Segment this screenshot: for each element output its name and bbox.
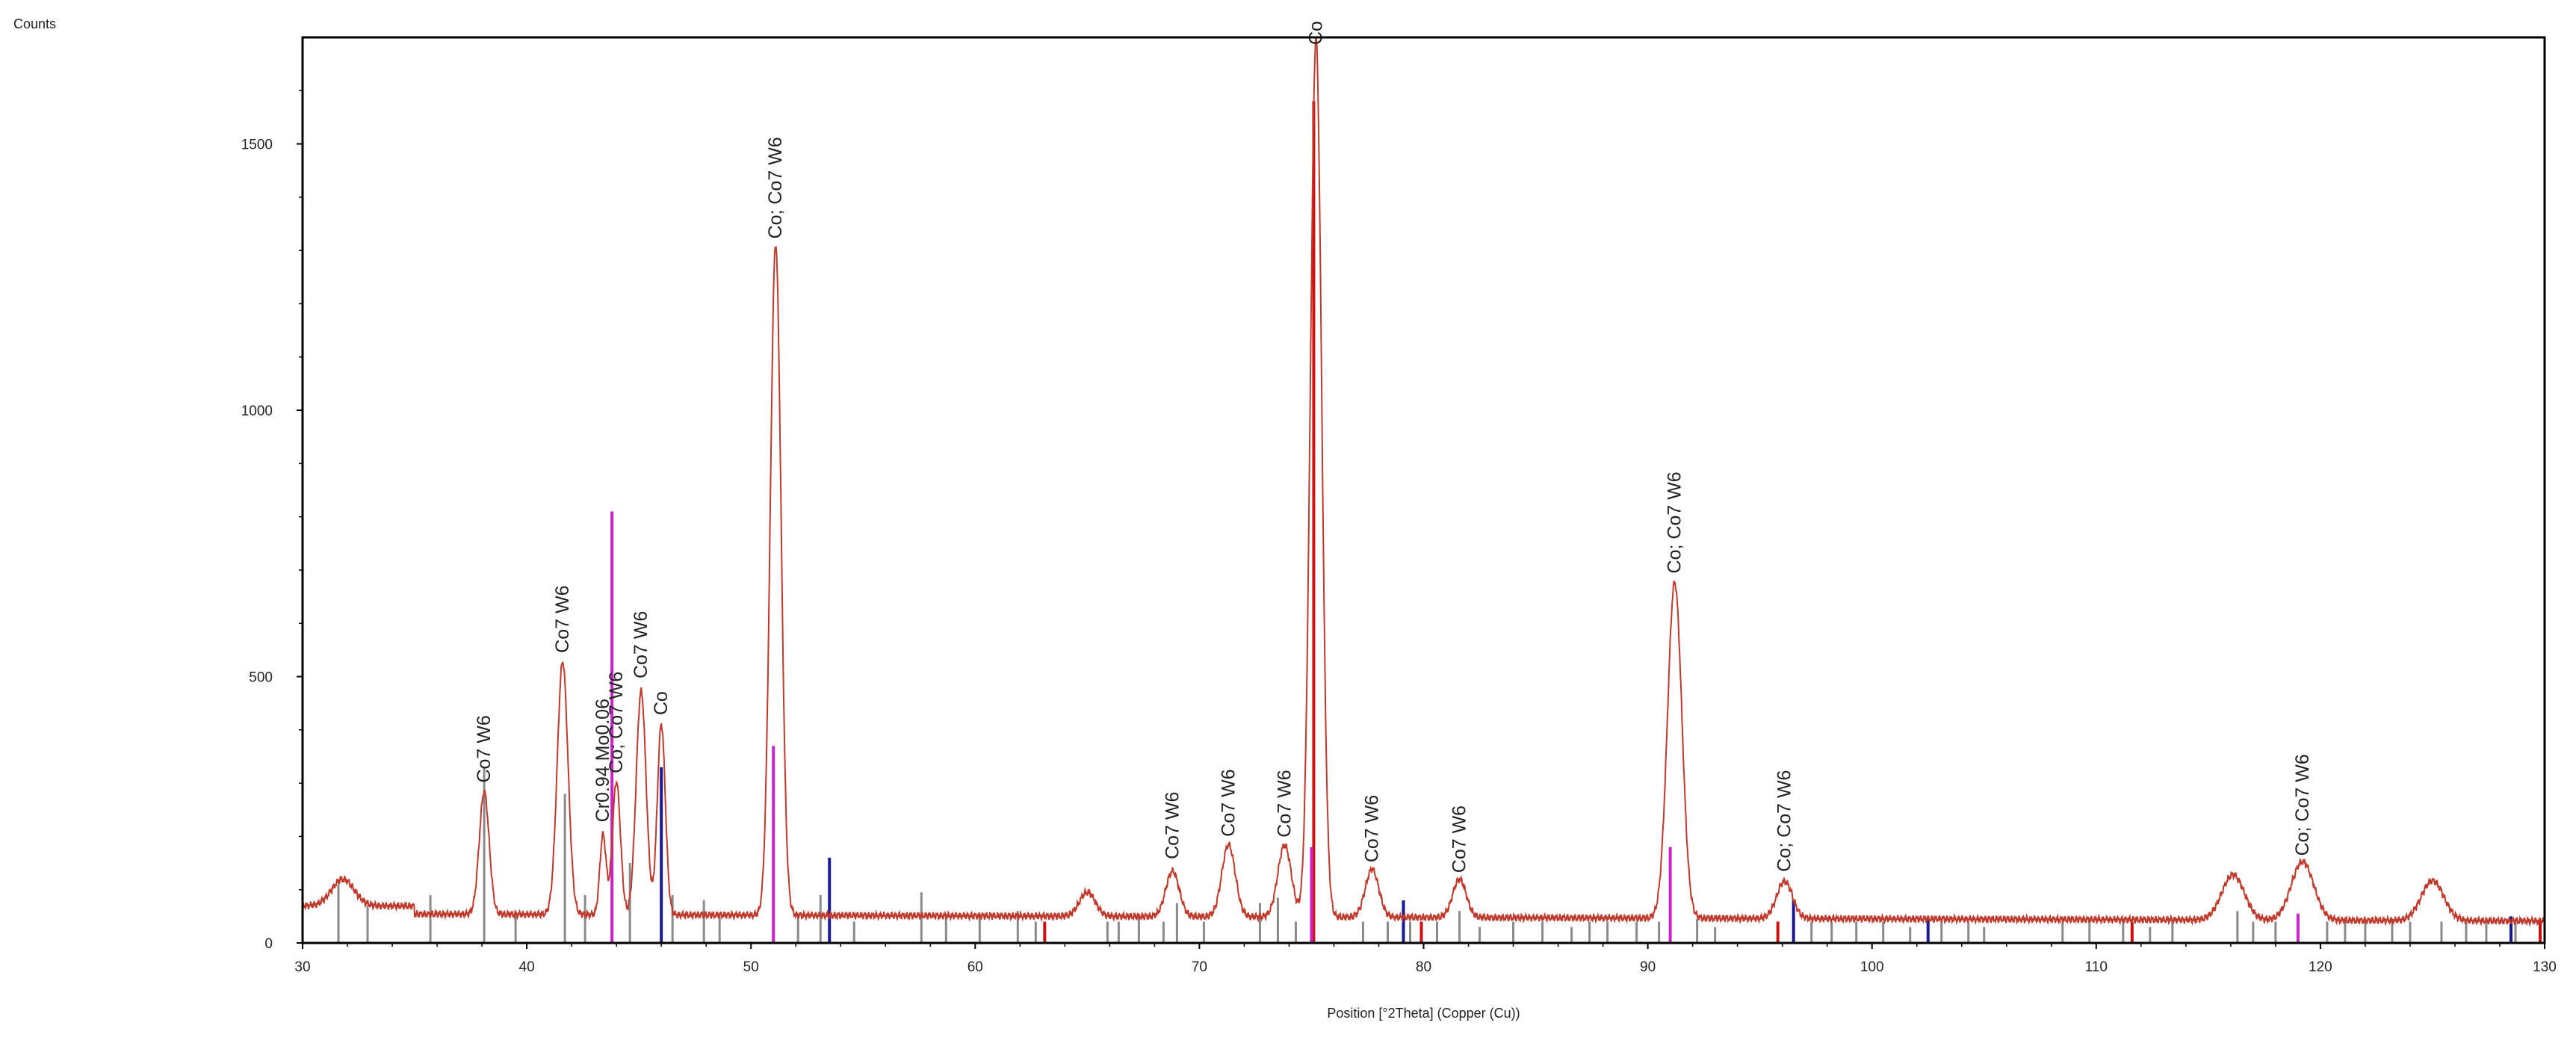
x-tick-label: 120 — [2309, 959, 2332, 975]
peak-annotation: Co; Co7 W6 — [1774, 770, 1795, 872]
peak-annotation: Cr0.94 Mo0.06 — [592, 699, 613, 822]
peak-annotation: Co; Co7 W6 — [606, 672, 627, 773]
x-tick-label: 130 — [2533, 959, 2557, 975]
x-tick-label: 110 — [2085, 959, 2108, 975]
x-tick-label: 60 — [967, 959, 983, 975]
x-axis-label: Position [°2Theta] (Copper (Cu)) — [1327, 1006, 1520, 1021]
diffraction-pattern-line — [302, 37, 2545, 927]
y-axis-ticks: 0 500 1000 1500 — [241, 90, 303, 952]
peak-annotation: Co — [1305, 21, 1326, 45]
peak-annotation: Co7 W6 — [1449, 805, 1470, 873]
x-tick-label: 40 — [519, 959, 535, 975]
peak-annotation: Co; Co7 W6 — [1665, 471, 1685, 573]
x-tick-label: 70 — [1192, 959, 1207, 975]
y-tick-label: 0 — [264, 936, 273, 952]
reference-lines-group — [337, 101, 2542, 943]
peak-annotation: Co; Co7 W6 — [2292, 754, 2313, 856]
x-axis-ticks: 30 40 50 60 70 80 90 100 110 120 130 — [294, 943, 2557, 975]
peak-annotation: Co; Co7 W6 — [765, 137, 786, 238]
peak-annotation: Co7 W6 — [1274, 770, 1295, 837]
peak-annotation: Co7 W6 — [631, 611, 651, 678]
x-tick-label: 90 — [1640, 959, 1656, 975]
plot-frame — [301, 36, 2546, 944]
x-tick-label: 100 — [1860, 959, 1884, 975]
y-tick-label: 1500 — [241, 137, 273, 153]
x-tick-label: 30 — [294, 959, 310, 975]
peak-annotation: Co7 W6 — [552, 586, 573, 653]
x-tick-label: 80 — [1416, 959, 1431, 975]
peak-annotation: Co7 W6 — [1218, 769, 1239, 836]
x-tick-label: 50 — [743, 959, 759, 975]
y-tick-label: 1000 — [241, 403, 273, 419]
peak-annotation: Co7 W6 — [1162, 792, 1183, 859]
y-axis-label: Counts — [13, 16, 57, 31]
peak-annotation: Co — [651, 691, 672, 715]
peak-annotation: Co7 W6 — [474, 715, 495, 782]
y-tick-label: 500 — [249, 670, 273, 686]
peak-annotation: Co7 W6 — [1361, 795, 1382, 862]
